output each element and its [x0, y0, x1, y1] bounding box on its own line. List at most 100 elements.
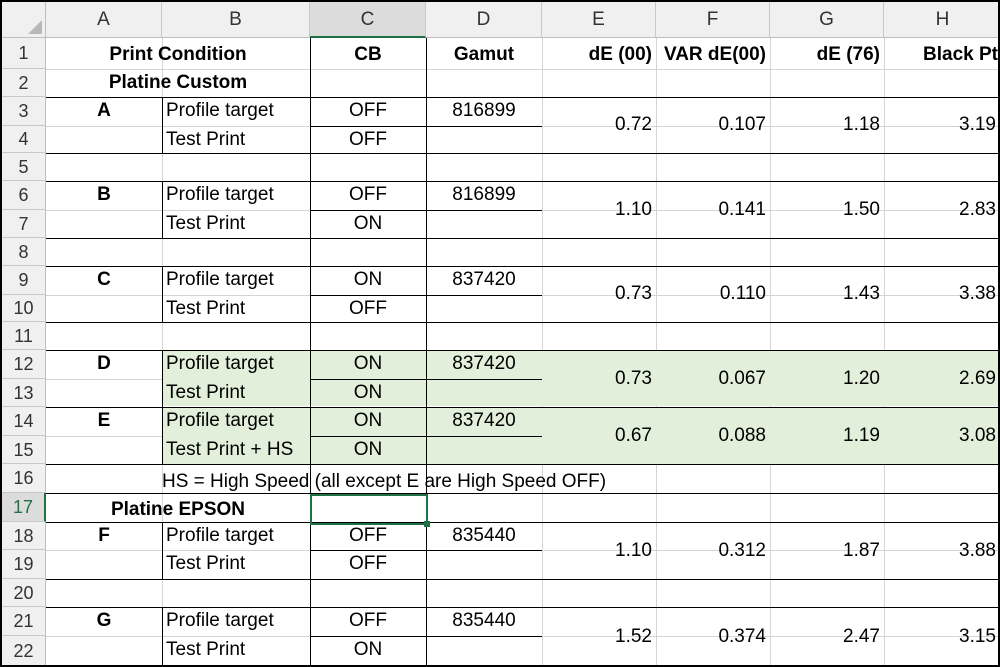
de00-value: 1.10 [615, 539, 652, 561]
column-header-f[interactable]: F [656, 2, 770, 38]
row-header-13[interactable]: 13 [2, 379, 46, 407]
row-header-9[interactable]: 9 [2, 266, 46, 295]
column-header-h[interactable]: H [884, 2, 998, 38]
cell-border [46, 607, 998, 608]
gamut-value: 837420 [452, 353, 516, 374]
de76-value: 1.43 [843, 283, 880, 304]
gamut-value: 835440 [452, 525, 516, 546]
row-header-15[interactable]: 15 [2, 436, 46, 464]
row-header-2[interactable]: 2 [2, 69, 46, 97]
cell-border [162, 607, 163, 665]
black-pt-value: 3.19 [959, 114, 996, 135]
cb-value: OFF [349, 298, 387, 319]
cell-border [46, 97, 998, 98]
cell-border [46, 238, 998, 239]
row-header-12[interactable]: 12 [2, 350, 46, 379]
profile-target-label: Profile target [166, 184, 274, 205]
de00-value: 0.73 [615, 283, 652, 304]
group-id: E [97, 410, 111, 431]
group-id: A [97, 100, 111, 121]
var-de00-value: 0.107 [718, 114, 766, 135]
cb-value: ON [353, 213, 383, 234]
selected-cell-c17[interactable] [310, 494, 428, 525]
column-header-b[interactable]: B [162, 2, 310, 38]
var-de00-value: 0.312 [718, 539, 766, 561]
black-pt-value: 3.88 [959, 539, 996, 561]
highlight-group-d [162, 350, 998, 406]
row-header-21[interactable]: 21 [2, 607, 46, 636]
row-header-17[interactable]: 17 [2, 493, 46, 522]
group-id: G [96, 610, 112, 631]
gamut-value: 816899 [452, 184, 516, 205]
cell-border [46, 407, 998, 408]
row-header-22[interactable]: 22 [2, 636, 46, 665]
column-header-a[interactable]: A [46, 2, 162, 38]
de00-value: 0.73 [615, 367, 652, 389]
de76-value: 1.19 [843, 424, 880, 446]
row-header-11[interactable]: 11 [2, 322, 46, 350]
test-print-label: Test Print [166, 382, 246, 403]
row-header-16[interactable]: 16 [2, 464, 46, 493]
select-all-corner[interactable] [2, 2, 46, 38]
black-pt-value: 2.69 [959, 367, 996, 389]
section-platine-custom: Platine Custom [108, 72, 248, 93]
row-header-4[interactable]: 4 [2, 126, 46, 153]
cb-value: OFF [349, 100, 387, 121]
test-print-label: Test Print [166, 129, 246, 150]
row-header-5[interactable]: 5 [2, 153, 46, 181]
group-id: D [97, 353, 111, 374]
cell-border [46, 266, 998, 267]
de76-value: 1.50 [843, 198, 880, 220]
cell-border [162, 350, 163, 407]
profile-target-label: Profile target [166, 525, 274, 546]
cb-value: ON [353, 382, 383, 403]
header-de76: dE (76) [816, 44, 880, 65]
de00-value: 1.52 [615, 625, 652, 647]
gridline-horizontal [46, 69, 998, 70]
cb-value: ON [353, 439, 383, 460]
row-header-1[interactable]: 1 [2, 38, 46, 69]
de00-value: 0.72 [615, 114, 652, 135]
profile-target-label: Profile target [166, 610, 274, 631]
var-de00-value: 0.110 [719, 283, 766, 304]
test-print-label: Test Print [166, 213, 246, 234]
cell-border [46, 350, 998, 351]
black-pt-value: 3.38 [959, 283, 996, 304]
row-header-18[interactable]: 18 [2, 522, 46, 550]
cell-border [162, 522, 163, 579]
cell-border [46, 464, 998, 465]
cell-border [46, 522, 998, 523]
column-header-g[interactable]: G [770, 2, 884, 38]
column-header-e[interactable]: E [542, 2, 656, 38]
cell-border [46, 579, 998, 580]
de00-value: 1.10 [615, 198, 652, 220]
cb-value: OFF [349, 525, 387, 546]
gamut-value: 835440 [452, 610, 516, 631]
group-id: F [98, 525, 110, 546]
cell-border [46, 322, 998, 323]
cb-value: OFF [349, 129, 387, 150]
row-header-6[interactable]: 6 [2, 181, 46, 210]
row-header-3[interactable]: 3 [2, 97, 46, 126]
row-header-19[interactable]: 19 [2, 550, 46, 579]
fill-handle[interactable] [424, 521, 430, 527]
row-header-7[interactable]: 7 [2, 210, 46, 238]
var-de00-value: 0.067 [718, 367, 766, 389]
row-header-20[interactable]: 20 [2, 579, 46, 607]
cb-value: ON [353, 639, 383, 660]
row-header-14[interactable]: 14 [2, 407, 46, 436]
row-header-8[interactable]: 8 [2, 238, 46, 266]
gamut-value: 816899 [452, 100, 516, 121]
column-header-d[interactable]: D [426, 2, 542, 38]
group-id: C [97, 269, 111, 290]
section-platine-epson: Platine EPSON [110, 499, 246, 520]
highlight-group-e [162, 407, 998, 464]
row-header-10[interactable]: 10 [2, 295, 46, 322]
cell-border [162, 97, 163, 153]
var-de00-value: 0.141 [718, 198, 766, 220]
test-print-label: Test Print + HS [166, 439, 294, 460]
column-header-c[interactable]: C [310, 2, 426, 38]
var-de00-value: 0.374 [718, 625, 766, 647]
group-id: B [97, 184, 111, 205]
